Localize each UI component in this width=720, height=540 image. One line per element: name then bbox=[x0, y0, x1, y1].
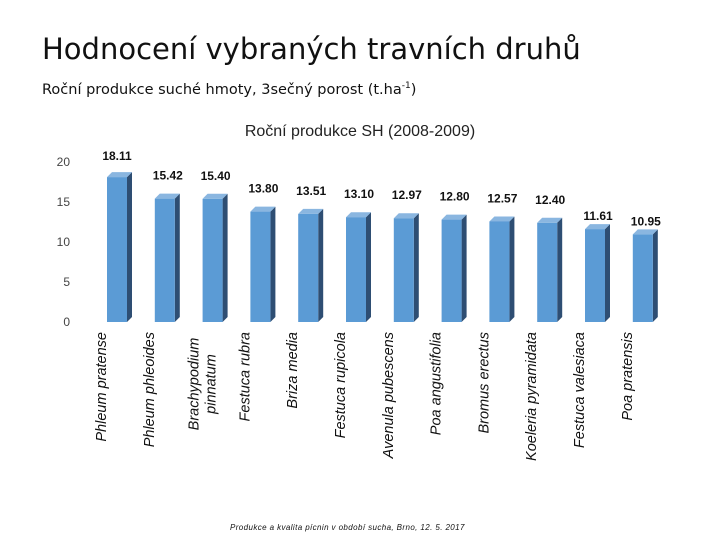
data-label: 18.11 bbox=[102, 149, 132, 163]
bar bbox=[585, 229, 605, 322]
category-label-line: Phleum pratense bbox=[94, 332, 110, 442]
category-label: Koeleria pyramidata bbox=[524, 332, 540, 461]
category-label-line: Festuca rubra bbox=[237, 332, 253, 421]
category-label: Poa angustifolia bbox=[429, 332, 445, 435]
category-label-line: Festuca valesiaca bbox=[572, 332, 588, 448]
bar-top bbox=[154, 193, 180, 199]
bar bbox=[632, 234, 653, 322]
bar bbox=[346, 217, 366, 322]
bar bbox=[537, 222, 558, 322]
bar-side bbox=[222, 193, 228, 322]
category-label-line: Brachypodium bbox=[187, 338, 203, 431]
category-label: Festuca valesiaca bbox=[572, 332, 588, 448]
category-label: Brachypodiumpinnatum bbox=[187, 338, 220, 431]
data-label: 12.57 bbox=[487, 191, 517, 205]
subtitle-text: Roční produkce suché hmoty, 3sečný poros… bbox=[42, 81, 402, 98]
bar-side bbox=[509, 216, 515, 322]
y-tick-label: 0 bbox=[63, 315, 70, 329]
bar-side bbox=[605, 224, 610, 322]
chart-title: Roční produkce SH (2008-2009) bbox=[245, 123, 475, 140]
data-labels-group: 18.11 15.42 15.40 13.80 13.51 13.10 12.97 12.80… bbox=[102, 149, 661, 228]
bar-side bbox=[318, 208, 324, 322]
bar-top bbox=[346, 212, 371, 218]
category-label: Briza media bbox=[285, 332, 301, 409]
category-label: Bromus erectus bbox=[476, 332, 492, 434]
slide-title: Hodnocení vybraných travních druhů bbox=[42, 32, 581, 66]
category-label: Festuca rupicola bbox=[333, 332, 349, 438]
category-label-line: Avenula pubescens bbox=[381, 332, 397, 459]
bar-top bbox=[298, 208, 324, 214]
bar-top bbox=[393, 213, 419, 219]
bar-top bbox=[250, 206, 276, 212]
bar bbox=[107, 177, 127, 322]
data-label: 15.40 bbox=[201, 169, 231, 183]
bar-side bbox=[127, 172, 132, 322]
y-tick-label: 10 bbox=[57, 235, 71, 249]
data-label: 13.51 bbox=[296, 184, 326, 198]
category-label-line: Briza media bbox=[285, 332, 301, 409]
category-labels-group: Phleum pratense Phleum phleoides Brachypod… bbox=[94, 332, 636, 461]
bar bbox=[202, 198, 223, 322]
category-label-line: Poa pratensis bbox=[620, 332, 636, 421]
bar-side bbox=[413, 213, 419, 322]
bar-side bbox=[174, 193, 180, 322]
category-label: Festuca rubra bbox=[237, 332, 253, 421]
subtitle-close: ) bbox=[410, 81, 417, 98]
bar-top bbox=[537, 217, 563, 223]
category-label-line: Festuca rupicola bbox=[333, 332, 349, 438]
category-label-line: Koeleria pyramidata bbox=[524, 332, 540, 461]
bar bbox=[250, 211, 271, 322]
data-label: 15.42 bbox=[153, 169, 183, 183]
category-label: Poa pratensis bbox=[620, 332, 636, 421]
bar-top bbox=[202, 193, 228, 199]
category-label: Phleum pratense bbox=[94, 332, 110, 442]
bar-top bbox=[441, 214, 467, 220]
category-label: Avenula pubescens bbox=[381, 332, 397, 459]
y-tick-label: 20 bbox=[57, 155, 71, 169]
bar-top bbox=[107, 172, 132, 178]
data-label: 12.97 bbox=[392, 188, 422, 202]
subtitle-exponent: -1 bbox=[401, 81, 411, 91]
bar bbox=[298, 213, 319, 322]
bar bbox=[441, 219, 462, 322]
y-tick-label: 5 bbox=[63, 275, 70, 289]
bar-top bbox=[489, 216, 515, 222]
category-label-line: Phleum phleoides bbox=[142, 332, 158, 447]
slide-subtitle: Roční produkce suché hmoty, 3sečný poros… bbox=[42, 81, 416, 98]
category-label: Phleum phleoides bbox=[142, 332, 158, 447]
data-label: 11.61 bbox=[583, 209, 613, 223]
bar bbox=[154, 198, 175, 322]
bar-side bbox=[557, 217, 563, 322]
y-axis: 0 5 10 15 20 bbox=[57, 155, 71, 329]
bar-side bbox=[270, 206, 276, 322]
category-label-line: Bromus erectus bbox=[476, 332, 492, 434]
bar-top bbox=[632, 229, 658, 235]
bar bbox=[489, 221, 510, 322]
bar bbox=[393, 218, 414, 322]
data-label: 12.40 bbox=[535, 193, 565, 207]
category-label-line: pinnatum bbox=[204, 354, 220, 415]
data-label: 13.80 bbox=[248, 182, 278, 196]
bar-top bbox=[585, 224, 610, 230]
category-label-line: Poa angustifolia bbox=[429, 332, 445, 435]
data-label: 12.80 bbox=[440, 190, 470, 204]
y-tick-label: 15 bbox=[57, 195, 71, 209]
bar-side bbox=[461, 214, 467, 322]
bar-side bbox=[652, 229, 658, 322]
bar-side bbox=[366, 212, 371, 322]
footer-note: Produkce a kvalita pícnin v období sucha… bbox=[230, 523, 465, 532]
bars-group bbox=[107, 172, 658, 322]
data-label: 10.95 bbox=[631, 214, 661, 228]
data-label: 13.10 bbox=[344, 187, 374, 201]
